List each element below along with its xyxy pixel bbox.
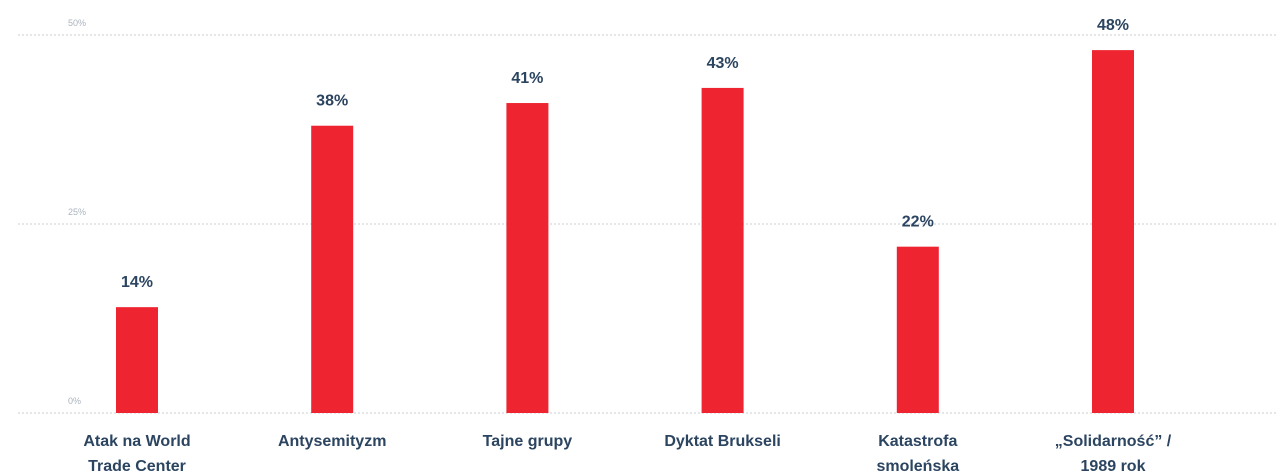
y-tick-label: 0%	[68, 396, 81, 406]
category-label: Dyktat Brukseli	[664, 433, 781, 450]
category-label: Atak na World	[83, 433, 190, 450]
category-label: Katastrofa	[878, 433, 957, 450]
bar	[506, 103, 549, 413]
y-tick-label: 25%	[68, 207, 86, 217]
category-label: 1989 rok	[1081, 458, 1146, 475]
category-label: smoleńska	[876, 458, 959, 475]
category-label: Tajne grupy	[483, 433, 573, 450]
category-label: Trade Center	[88, 458, 186, 475]
data-label: 48%	[1097, 17, 1129, 34]
category-label: Antysemityzm	[278, 433, 386, 450]
bar	[1092, 50, 1134, 414]
bar	[311, 125, 354, 413]
y-tick-label: 50%	[68, 18, 86, 28]
data-label: 43%	[707, 55, 739, 72]
data-label: 38%	[316, 93, 348, 110]
bar	[701, 87, 744, 414]
data-label: 14%	[121, 274, 153, 291]
data-label: 22%	[902, 214, 934, 231]
data-label: 41%	[511, 70, 543, 87]
bar	[116, 307, 158, 413]
category-label: „Solidarność” /	[1055, 433, 1172, 450]
bar	[896, 246, 939, 413]
